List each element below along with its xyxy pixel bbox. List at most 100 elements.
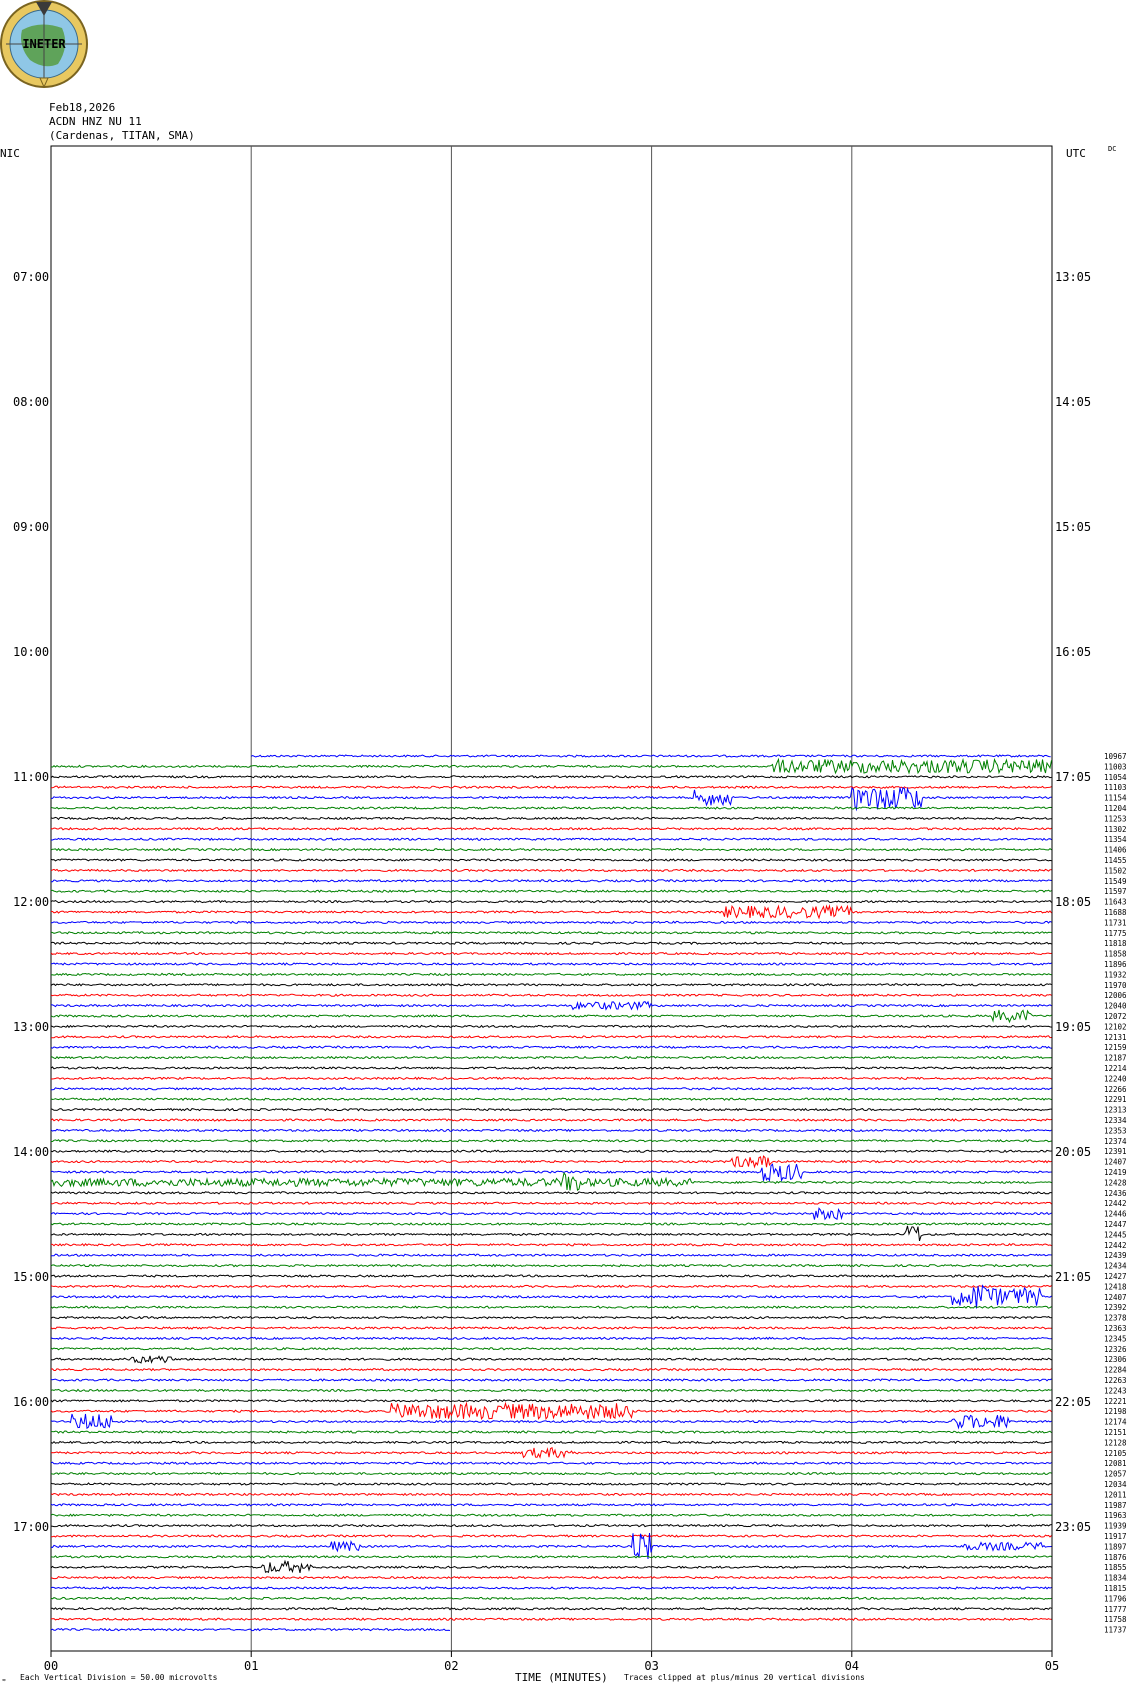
seismic-trace	[50, 775, 1052, 779]
left-hour-label: 17:00	[13, 1520, 49, 1534]
seismic-trace	[51, 1087, 1052, 1091]
trace-level-value: 11917	[1104, 1532, 1127, 1541]
trace-level-value: 11549	[1104, 877, 1127, 886]
trace-level-value: 12198	[1104, 1407, 1127, 1416]
seismic-trace	[51, 837, 1052, 841]
seismic-trace	[50, 816, 1052, 821]
trace-level-value: 11253	[1104, 814, 1127, 823]
seismic-trace	[50, 1284, 1052, 1289]
trace-group	[50, 754, 1052, 1632]
seismic-trace	[50, 1191, 1052, 1195]
trace-level-value: 11932	[1104, 970, 1127, 979]
trace-level-value: 12214	[1104, 1064, 1127, 1073]
trace-level-value: 11963	[1104, 1511, 1127, 1520]
x-tick-label: 02	[444, 1659, 458, 1673]
location-label: (Cardenas, TITAN, SMA)	[49, 129, 195, 142]
trace-level-value: 11939	[1104, 1522, 1127, 1531]
trace-level-value: 12392	[1104, 1303, 1127, 1312]
seismic-trace	[50, 1107, 1052, 1112]
trace-level-value: 12151	[1104, 1428, 1127, 1437]
seismic-trace	[51, 1607, 1052, 1611]
trace-level-value: 12006	[1104, 991, 1127, 1000]
trace-level-value: 11204	[1104, 804, 1127, 813]
trace-level-value: 11302	[1104, 825, 1127, 834]
seismic-trace	[250, 754, 1051, 758]
left-hour-label: 09:00	[13, 520, 49, 534]
x-tick-label: 03	[644, 1659, 658, 1673]
seismic-trace	[50, 1523, 1052, 1528]
trace-level-value: 11731	[1104, 918, 1127, 927]
trace-level-value: 11455	[1104, 856, 1127, 865]
seismic-trace	[51, 1430, 1052, 1434]
trace-level-value: 11354	[1104, 835, 1127, 844]
dc-label: DC	[1108, 145, 1116, 153]
trace-level-value: 11502	[1104, 866, 1127, 875]
trace-level-value: 12363	[1104, 1324, 1127, 1333]
left-hour-label: 15:00	[13, 1270, 49, 1284]
trace-level-value: 12407	[1104, 1293, 1127, 1302]
seismic-trace	[50, 1171, 1052, 1191]
trace-level-value: 11987	[1104, 1501, 1127, 1510]
seismic-trace	[50, 899, 1052, 904]
seismic-trace	[50, 1413, 1052, 1430]
trace-level-value: 12306	[1104, 1355, 1127, 1364]
trace-level-value: 12439	[1104, 1251, 1127, 1260]
seismic-trace	[50, 1009, 1052, 1024]
trace-level-value: 12442	[1104, 1241, 1127, 1250]
seismic-trace	[50, 1367, 1052, 1372]
x-axis-title: TIME (MINUTES)	[515, 1671, 608, 1684]
trace-level-value: 12187	[1104, 1054, 1127, 1063]
seismic-trace	[50, 1336, 1052, 1341]
seismic-trace	[50, 1482, 1052, 1486]
seismic-trace	[50, 757, 1052, 775]
seismic-trace	[50, 1471, 1052, 1476]
sm-mark: ≈	[2, 1677, 6, 1684]
trace-level-value: 12174	[1104, 1418, 1127, 1427]
left-hour-label: 07:00	[13, 270, 49, 284]
seismic-trace	[50, 847, 1052, 852]
seismic-trace	[50, 931, 1052, 935]
seismic-trace	[50, 1253, 1052, 1257]
trace-level-value: 12057	[1104, 1470, 1127, 1479]
trace-level-value: 12263	[1104, 1376, 1127, 1385]
trace-level-value: 11758	[1104, 1615, 1127, 1624]
seismic-trace	[51, 1139, 1052, 1143]
seismic-trace	[50, 1355, 1052, 1364]
right-hour-label: 13:05	[1055, 270, 1091, 284]
plot-frame	[50, 145, 1053, 1652]
right-hour-label: 19:05	[1055, 1020, 1091, 1034]
trace-level-value: 11777	[1104, 1605, 1127, 1614]
trace-level-value: 11858	[1104, 950, 1127, 959]
seismic-trace	[50, 785, 1052, 789]
trace-level-value: 11406	[1104, 846, 1127, 855]
right-hour-label: 17:05	[1055, 770, 1091, 784]
trace-level-value: 12131	[1104, 1033, 1127, 1042]
logo-text: INETER	[22, 37, 66, 51]
seismic-trace	[50, 1045, 1052, 1049]
seismic-trace	[50, 1000, 1052, 1011]
x-tick-label: 01	[244, 1659, 258, 1673]
trace-level-value: 12011	[1104, 1490, 1127, 1499]
trace-level-value: 12378	[1104, 1314, 1127, 1323]
left-hour-label: 12:00	[13, 895, 49, 909]
trace-level-value: 12419	[1104, 1168, 1127, 1177]
left-hour-label: 14:00	[13, 1145, 49, 1159]
trace-level-value: 12334	[1104, 1116, 1127, 1125]
trace-level-value: 12102	[1104, 1022, 1127, 1031]
seismic-trace	[50, 972, 1052, 977]
trace-level-value: 12221	[1104, 1397, 1127, 1406]
right-hour-label: 21:05	[1055, 1270, 1091, 1284]
trace-level-value: 12326	[1104, 1345, 1127, 1354]
trace-level-value: 11003	[1104, 762, 1127, 771]
seismic-trace	[50, 1225, 1052, 1242]
seismic-trace	[50, 993, 1052, 997]
seismic-trace	[50, 1326, 1052, 1330]
trace-level-value: 11834	[1104, 1574, 1127, 1583]
trace-level-value: 11597	[1104, 887, 1127, 896]
trace-level-value: 10967	[1104, 752, 1127, 761]
seismic-trace	[50, 1399, 1052, 1403]
trace-level-value: 12266	[1104, 1085, 1127, 1094]
seismic-trace	[50, 1243, 1052, 1247]
